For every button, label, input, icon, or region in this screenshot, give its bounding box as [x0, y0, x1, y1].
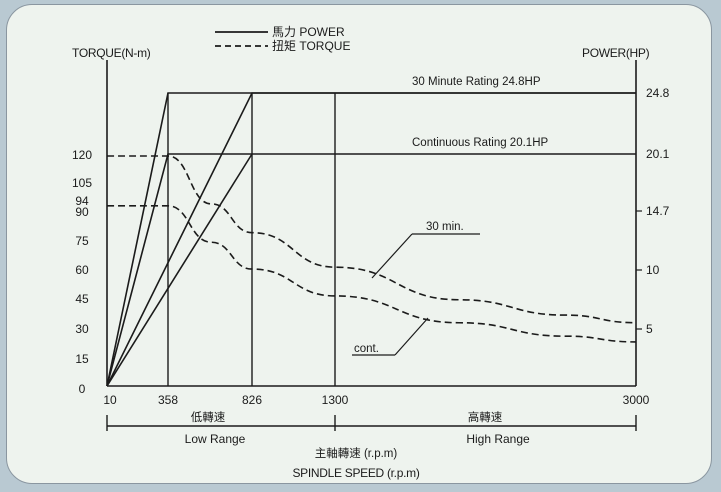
x-tick-358: 358 — [158, 393, 178, 407]
x-tick-1300: 1300 — [322, 393, 349, 407]
rating-continuous-label: Continuous Rating 20.1HP — [412, 137, 548, 149]
curve-label-cont: cont. — [354, 343, 379, 355]
high-range-label: High Range — [466, 432, 530, 446]
y-right-tick-14-7: 14.7 — [646, 204, 670, 218]
rating-30min-label: 30 Minute Rating 24.8HP — [412, 76, 541, 88]
legend-power-label: 馬力 POWER — [272, 25, 345, 39]
axes — [106, 60, 637, 387]
low-range-label: Low Range — [185, 432, 246, 446]
y-right-tick-24-8: 24.8 — [646, 86, 670, 100]
y-left-tick-45: 45 — [75, 292, 89, 306]
y-right-tick-20-1: 20.1 — [646, 147, 670, 161]
low-range-sub-label: 低轉速 — [191, 411, 226, 424]
curve-label-30min: 30 min. — [426, 221, 464, 233]
legend: 馬力 POWER 扭矩 TORQUE — [215, 25, 350, 53]
y-right-axis-title: POWER(HP) — [582, 46, 650, 60]
torque-curve-5 — [107, 205, 637, 343]
y-left-tick-60: 60 — [75, 263, 89, 277]
range-bracket — [106, 415, 637, 431]
x-ticks: 10 358 826 1300 3000 — [103, 393, 649, 407]
chart-card — [6, 4, 712, 484]
x-tick-10: 10 — [103, 393, 117, 407]
curve-label-cont-leader — [394, 317, 429, 356]
y-left-tick-75: 75 — [75, 234, 89, 248]
high-range-sub-label: 高轉速 — [468, 410, 503, 424]
y-left-tick-90: 90 — [75, 205, 89, 219]
legend-torque-label: 扭矩 TORQUE — [272, 39, 350, 53]
y-left-tick-0: 0 — [79, 382, 86, 396]
y-left-tick-30: 30 — [75, 322, 89, 336]
y-left-tick-15: 15 — [75, 352, 89, 366]
y-left-tick-94: 94 — [75, 194, 89, 208]
y-left-tick-105: 105 — [72, 176, 92, 190]
y-left-axis-title: TORQUE(N-m) — [72, 46, 151, 60]
y-left-ticks: 0 15 30 45 60 75 90 94 105 120 — [72, 148, 92, 396]
y-right-tick-5: 5 — [646, 322, 653, 336]
x-tick-3000: 3000 — [623, 393, 650, 407]
x-axis-title: SPINDLE SPEED (r.p.m) — [292, 466, 419, 480]
power-curve-1 — [106, 92, 636, 387]
curve-label-30min-leader — [371, 233, 413, 279]
y-left-tick-120: 120 — [72, 148, 92, 162]
power-curve-3 — [106, 153, 253, 387]
plot-marks — [106, 92, 637, 387]
y-right-ticks: 5 10 14.7 20.1 24.8 — [636, 86, 670, 336]
y-right-tick-10: 10 — [646, 263, 660, 277]
x-axis-secondary-title: 主軸轉速 (r.p.m) — [315, 446, 398, 460]
power-curve-2 — [106, 153, 636, 387]
speed-reference-lines — [167, 93, 336, 386]
torque-curve-4 — [106, 155, 637, 324]
x-tick-826: 826 — [242, 393, 262, 407]
